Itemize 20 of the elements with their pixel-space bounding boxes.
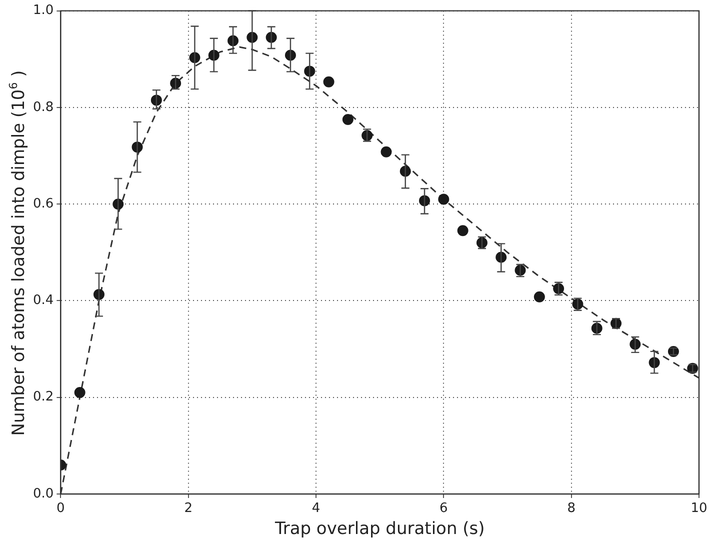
point [380, 146, 392, 158]
x-tick-label: 2 [184, 501, 192, 516]
x-tick-label: 8 [567, 501, 576, 516]
point [342, 114, 354, 126]
x-tick-label: 10 [690, 501, 708, 516]
point [534, 291, 545, 302]
point [457, 225, 468, 236]
x-axis-title: Trap overlap duration (s) [274, 519, 485, 540]
y-tick-label: 0.0 [32, 486, 54, 502]
point [323, 76, 334, 88]
point [74, 387, 86, 398]
y-tick-label: 1.0 [32, 3, 54, 18]
y-tick-label: 0.4 [32, 293, 54, 308]
point [438, 194, 450, 205]
y-tick-label: 0.2 [32, 390, 54, 405]
y-tick-label: 0.8 [32, 100, 54, 115]
x-tick-label: 6 [440, 501, 448, 516]
y-tick-label: 0.6 [32, 196, 54, 212]
x-tick-label: 4 [312, 501, 320, 516]
x-tick-label: 0 [56, 501, 65, 516]
